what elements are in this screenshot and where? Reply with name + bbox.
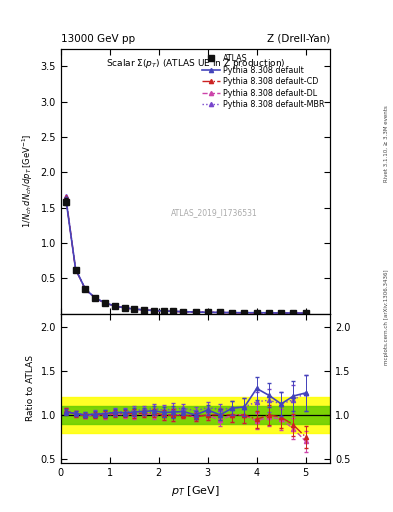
Text: Z (Drell-Yan): Z (Drell-Yan) [267, 33, 330, 44]
Text: ATLAS_2019_I1736531: ATLAS_2019_I1736531 [171, 208, 258, 218]
Bar [61, 397, 330, 433]
Y-axis label: $1/N_{ch}\,dN_{ch}/dp_T\,[\mathrm{GeV}^{-1}]$: $1/N_{ch}\,dN_{ch}/dp_T\,[\mathrm{GeV}^{… [20, 134, 35, 228]
Legend: ATLAS, Pythia 8.308 default, Pythia 8.308 default-CD, Pythia 8.308 default-DL, P: ATLAS, Pythia 8.308 default, Pythia 8.30… [200, 53, 326, 111]
Text: 13000 GeV pp: 13000 GeV pp [61, 33, 135, 44]
Text: mcplots.cern.ch [arXiv:1306.3436]: mcplots.cern.ch [arXiv:1306.3436] [384, 270, 389, 365]
Bar [61, 406, 330, 424]
Text: Scalar $\Sigma(p_T)$ (ATLAS UE in Z production): Scalar $\Sigma(p_T)$ (ATLAS UE in Z prod… [106, 57, 285, 70]
Text: Rivet 3.1.10, ≥ 3.3M events: Rivet 3.1.10, ≥ 3.3M events [384, 105, 389, 182]
Y-axis label: Ratio to ATLAS: Ratio to ATLAS [26, 355, 35, 421]
X-axis label: $p_T$ [GeV]: $p_T$ [GeV] [171, 484, 220, 498]
